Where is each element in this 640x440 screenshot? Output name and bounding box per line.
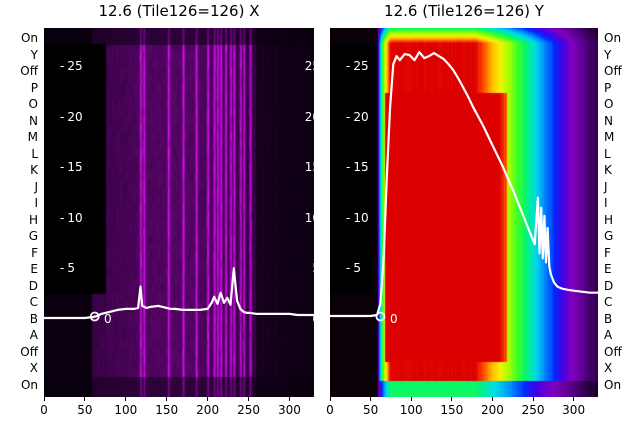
y-tick-mirror-0: 0 (312, 312, 314, 326)
x-tick-150: 150 (147, 397, 187, 417)
category-label-18: A (29, 328, 38, 343)
category-axis-left: On Y Off P O N M L K J I H G F E D C B A Off X On (2, 28, 42, 397)
category-label-15: D (28, 278, 38, 293)
y-tick-25: -25 (346, 59, 369, 74)
category-label-0: On (604, 31, 622, 45)
x-tick-250: 250 (513, 397, 553, 417)
x-tick-50: 50 (351, 397, 391, 417)
y-tick-25: -25 (60, 59, 83, 74)
y-tick-mirror-25: 25 (304, 59, 314, 74)
x-tick-100: 100 (391, 397, 431, 417)
category-label-12: G (28, 229, 38, 244)
category-label-19: Off (20, 344, 38, 359)
x-tick-0: 0 (24, 397, 64, 417)
line-trace-y (330, 51, 598, 318)
category-label-0: On (20, 31, 38, 45)
category-label-1: Y (30, 47, 38, 62)
category-label-2: Off (604, 64, 622, 79)
y-tick-15: -15 (60, 160, 83, 175)
x-tick-50: 50 (65, 397, 105, 417)
x-tick-200: 200 (472, 397, 512, 417)
category-label-7: L (31, 146, 38, 161)
x-tick-250: 250 (229, 397, 269, 417)
category-label-16: C (29, 295, 38, 310)
y-tick-mirror-15: 15 (304, 160, 314, 175)
category-label-2: Off (20, 64, 38, 79)
trace-overlay-y (330, 51, 598, 322)
y-tick-10: -10 (60, 210, 83, 225)
y-tick-5: -5 (60, 261, 75, 276)
panel-title-left: 12.6 (Tile126=126) X (98, 2, 260, 20)
category-label-9: J (34, 179, 38, 194)
category-label-17: B (604, 311, 613, 326)
zero-marker-y (375, 311, 386, 322)
zero-marker-x (89, 311, 100, 322)
category-label-10: I (34, 196, 38, 211)
category-label-15: D (604, 278, 614, 293)
heatmap-panel-x[interactable]: -25 -20 -15 -10 -5 0 25 20 15 10 5 0 (44, 28, 314, 397)
category-label-6: M (27, 130, 38, 145)
trace-overlay-x (44, 267, 314, 322)
category-label-12: G (604, 229, 614, 244)
y-tick-0: 0 (104, 312, 112, 326)
category-label-13: F (31, 245, 38, 260)
category-label-5: N (604, 113, 613, 128)
category-label-7: L (604, 146, 611, 161)
category-label-1: Y (604, 47, 612, 62)
category-label-21: On (604, 378, 622, 392)
y-tick-10: -10 (346, 210, 369, 225)
y-tick-0: 0 (390, 312, 398, 326)
category-label-6: M (604, 130, 615, 145)
line-trace-x (44, 267, 314, 320)
category-label-10: I (604, 196, 608, 211)
category-label-8: K (604, 163, 612, 178)
category-label-14: E (30, 262, 38, 277)
category-label-3: P (30, 80, 38, 95)
panel-title-right: 12.6 (Tile126=126) Y (384, 2, 544, 20)
x-tick-200: 200 (188, 397, 228, 417)
category-label-8: K (30, 163, 38, 178)
x-tick-150: 150 (432, 397, 472, 417)
category-label-11: H (604, 212, 614, 227)
y-tick-mirror-20: 20 (304, 109, 314, 124)
x-axis-right: 0 50 100 150 200 250 300 (326, 397, 598, 437)
x-tick-300: 300 (554, 397, 594, 417)
x-tick-0: 0 (310, 397, 350, 417)
category-label-20: X (29, 361, 38, 376)
y-tick-mirror-10: 10 (304, 210, 314, 225)
category-label-14: E (604, 262, 612, 277)
y-tick-20: -20 (60, 109, 83, 124)
y-tick-15: -15 (346, 160, 369, 175)
category-label-5: N (29, 113, 38, 128)
category-label-4: O (28, 97, 38, 112)
category-label-4: O (604, 97, 614, 112)
y-tick-20: -20 (346, 109, 369, 124)
heatmap-image-x (44, 28, 314, 397)
x-axis-left: 0 50 100 150 200 250 300 (40, 397, 314, 437)
category-label-16: C (604, 295, 613, 310)
heatmap-panel-y[interactable]: -25 -20 -15 -10 -5 0 (330, 28, 598, 397)
category-label-13: F (604, 245, 611, 260)
category-label-9: J (604, 179, 608, 194)
category-label-17: B (29, 311, 38, 326)
category-label-11: H (28, 212, 38, 227)
x-tick-300: 300 (269, 397, 309, 417)
category-label-3: P (604, 80, 612, 95)
category-label-20: X (604, 361, 613, 376)
category-label-21: On (20, 378, 38, 392)
category-label-19: Off (604, 344, 622, 359)
category-label-18: A (604, 328, 613, 343)
y-tick-mirror-5: 5 (312, 261, 314, 275)
y-tick-5: -5 (346, 261, 361, 276)
x-tick-100: 100 (106, 397, 146, 417)
category-axis-right: On Y Off P O N M L K J I H G F E D C B A Off X On (600, 28, 640, 397)
